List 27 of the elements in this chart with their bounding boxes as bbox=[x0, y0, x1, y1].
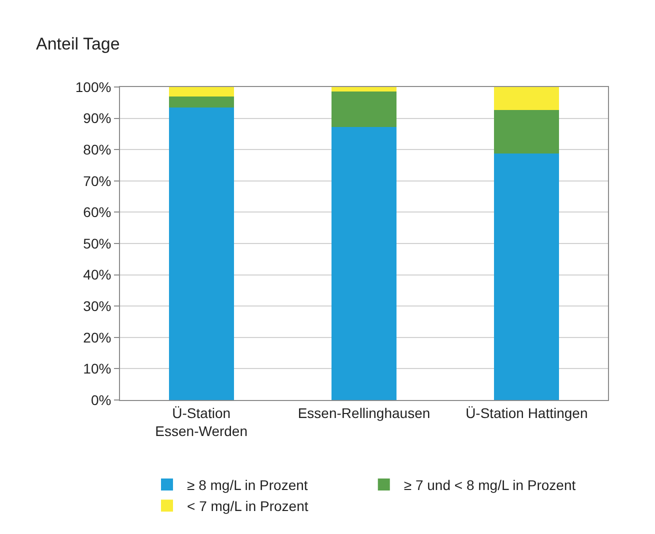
y-tick-label: 60% bbox=[83, 204, 112, 220]
y-tick-label: 100% bbox=[75, 78, 112, 95]
bar bbox=[494, 87, 560, 110]
bar bbox=[494, 153, 560, 400]
chart-title: Anteil Tage bbox=[36, 34, 120, 54]
bar bbox=[331, 126, 397, 400]
legend-label: < 7 mg/L in Prozent bbox=[187, 498, 308, 514]
y-tick-label: 40% bbox=[83, 266, 112, 283]
bar bbox=[168, 87, 234, 96]
bar bbox=[331, 92, 397, 127]
bar bbox=[168, 108, 234, 400]
bar bbox=[168, 96, 234, 108]
x-tick-label: Essen-Rellinghausen bbox=[298, 404, 430, 421]
y-tick-label: 10% bbox=[83, 360, 112, 377]
legend-label: ≥ 8 mg/L in Prozent bbox=[187, 476, 308, 493]
y-tick-label: 70% bbox=[83, 172, 112, 189]
legend-label: ≥ 7 und < 8 mg/L in Prozent bbox=[404, 476, 576, 493]
bar bbox=[331, 87, 397, 92]
y-tick-label: 20% bbox=[83, 329, 112, 346]
y-tick-label: 30% bbox=[83, 298, 112, 314]
bar bbox=[494, 110, 560, 154]
y-tick-label: 80% bbox=[83, 142, 112, 158]
x-tick-label: Ü-Station Essen-Werden bbox=[155, 404, 248, 439]
x-tick-label: Ü-Station Hattingen bbox=[466, 404, 588, 421]
y-tick-label: 50% bbox=[83, 235, 112, 252]
y-tick-label: 90% bbox=[83, 110, 112, 126]
y-tick-label: 0% bbox=[90, 392, 112, 408]
